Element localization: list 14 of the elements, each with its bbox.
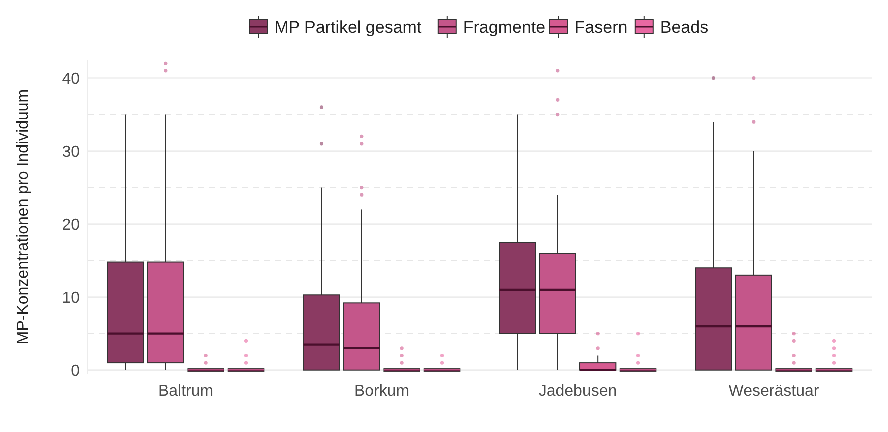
y-tick-label: 40 xyxy=(62,70,80,88)
y-tick-label: 10 xyxy=(62,290,80,307)
x-tick-label: Borkum xyxy=(354,383,410,400)
legend-label: Fasern xyxy=(574,18,628,37)
y-axis-title: MP-Konzentrationen pro Individuum xyxy=(15,89,32,345)
legend-label: Fragmente xyxy=(463,18,546,37)
legend-label: Beads xyxy=(660,18,709,37)
x-tick-label: Jadebusen xyxy=(538,383,618,400)
y-tick-label: 30 xyxy=(62,144,80,161)
x-tick-label: Weserästuar xyxy=(728,383,820,400)
y-tick-label: 20 xyxy=(62,216,80,234)
y-tick-label: 0 xyxy=(71,362,80,380)
legend-label: MP Partikel gesamt xyxy=(274,18,422,37)
x-tick-label: Baltrum xyxy=(158,383,214,400)
